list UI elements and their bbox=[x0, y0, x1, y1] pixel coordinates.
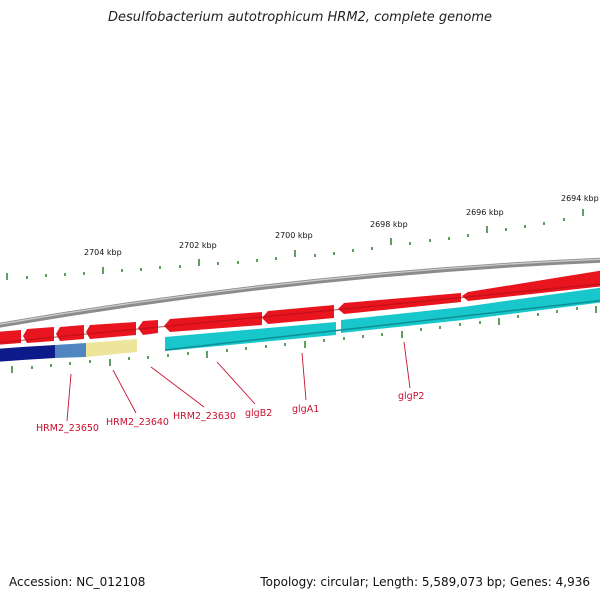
cog-block bbox=[165, 322, 336, 351]
gene-label-glgp2: glgP2 bbox=[398, 391, 424, 402]
gene-arrow bbox=[23, 327, 54, 343]
cog-block bbox=[0, 347, 22, 362]
kbp-label: 2704 kbp bbox=[84, 248, 122, 257]
cog-strand bbox=[0, 287, 600, 362]
gene-label-glgb2: glgB2 bbox=[245, 408, 272, 419]
outer-ticks bbox=[6, 209, 584, 280]
inner-ticks bbox=[11, 306, 597, 373]
gene-label-hrm2-23640: HRM2_23640 bbox=[106, 417, 169, 428]
genome-summary: Topology: circular; Length: 5,589,073 bp… bbox=[260, 575, 590, 589]
forward-strand-genes bbox=[0, 270, 600, 345]
cog-strand-edge bbox=[164, 299, 600, 351]
gene-label-glga1: glgA1 bbox=[292, 404, 319, 415]
kbp-label: 2694 kbp bbox=[561, 194, 599, 203]
gene-arrow bbox=[86, 322, 136, 339]
gene-shading bbox=[0, 283, 600, 344]
gene-arrow bbox=[462, 270, 600, 301]
kbp-label: 2700 kbp bbox=[275, 231, 313, 240]
map-title: Desulfobacterium autotrophicum HRM2, com… bbox=[107, 10, 493, 25]
genome-backbone-highlight bbox=[0, 258, 600, 325]
gene-label-hrm2-23650: HRM2_23650 bbox=[36, 423, 99, 434]
accession-label: Accession: NC_012108 bbox=[9, 575, 146, 589]
cog-block bbox=[22, 345, 55, 360]
cog-block bbox=[86, 339, 137, 357]
gene-label-hrm2-23630: HRM2_23630 bbox=[173, 411, 236, 422]
kbp-label: 2702 kbp bbox=[179, 241, 217, 250]
gene-arrow bbox=[262, 305, 334, 324]
gene-arrow bbox=[56, 325, 84, 341]
kbp-label: 2698 kbp bbox=[370, 220, 408, 229]
cog-block bbox=[55, 343, 86, 358]
label-leaders bbox=[66, 341, 411, 422]
kbp-label: 2696 kbp bbox=[466, 208, 504, 217]
genome-backbone bbox=[0, 257, 600, 328]
